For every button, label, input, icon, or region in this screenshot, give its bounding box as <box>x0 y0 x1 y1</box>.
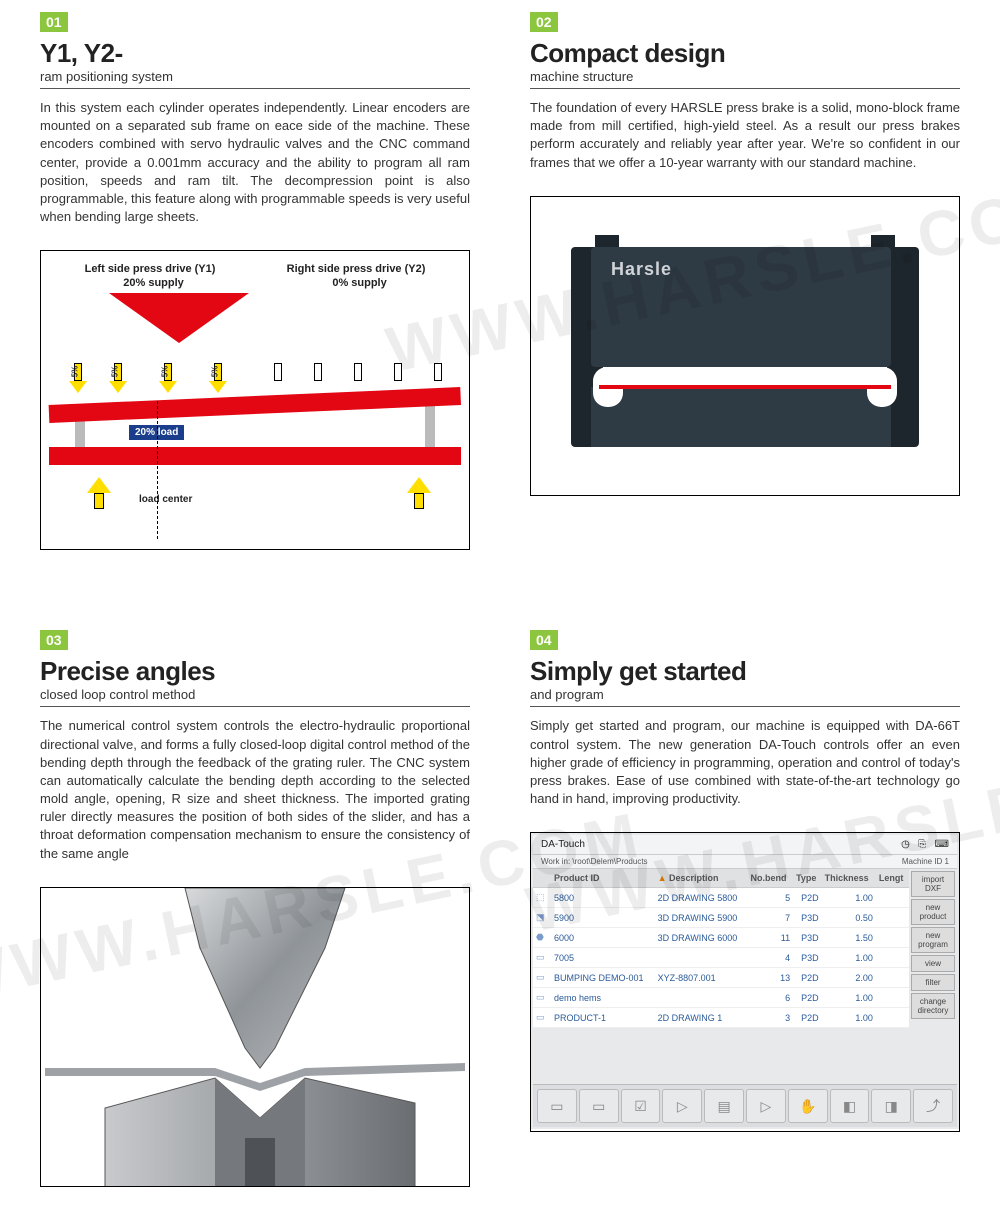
tool-icon[interactable]: ✋ <box>788 1089 828 1123</box>
pct-1: 5% <box>70 366 79 378</box>
page-grid: 01 Y1, Y2- ram positioning system In thi… <box>0 0 1000 1217</box>
subtitle-04: and program <box>530 687 960 707</box>
body-02: The foundation of every HARSLE press bra… <box>530 99 960 172</box>
body-03: The numerical control system controls th… <box>40 717 470 863</box>
side-button[interactable]: filter <box>911 974 955 991</box>
y1-label: Left side press drive (Y1) <box>85 263 216 275</box>
table-header[interactable]: No.bend <box>748 869 794 888</box>
tooling-image <box>40 887 470 1187</box>
y2-label: Right side press drive (Y2) <box>287 263 426 275</box>
up-arrow-icon <box>407 477 431 509</box>
clock-icon: ◷ ⎘ ⌨ <box>901 839 949 850</box>
side-button[interactable]: change directory <box>911 993 955 1019</box>
side-button[interactable]: import DXF <box>911 871 955 897</box>
bottom-toolbar: ▭ ▭ ☑ ▷ ▤ ▷ ✋ ◧ ◨ ⤴ <box>533 1084 957 1127</box>
panel-02: 02 Compact design machine structure The … <box>530 12 960 550</box>
title-02: Compact design <box>530 38 960 69</box>
da-touch-ui: DA-Touch ◷ ⎘ ⌨ Work in: \root\Delem\Prod… <box>530 832 960 1132</box>
white-arrow-icon <box>279 293 419 343</box>
pct-2: 5% <box>110 366 119 378</box>
tool-icon[interactable]: ▭ <box>579 1089 619 1123</box>
subtitle-02: machine structure <box>530 69 960 89</box>
body-01: In this system each cylinder operates in… <box>40 99 470 226</box>
load-center-label: load center <box>139 494 192 505</box>
side-button[interactable]: new program <box>911 927 955 953</box>
table-row[interactable]: ▭PRODUCT-12D DRAWING 13P2D1.00 <box>533 1008 909 1028</box>
subtitle-01: ram positioning system <box>40 69 470 89</box>
center-line <box>157 401 158 539</box>
y2-supply: 0% supply <box>332 277 386 289</box>
punch-die-icon <box>41 888 469 1187</box>
side-button[interactable]: new product <box>911 899 955 925</box>
tool-icon[interactable]: ◨ <box>871 1089 911 1123</box>
title-03: Precise angles <box>40 656 470 687</box>
panel-01: 01 Y1, Y2- ram positioning system In thi… <box>40 12 470 550</box>
y1-supply: 20% supply <box>123 277 184 289</box>
tool-icon[interactable]: ▤ <box>704 1089 744 1123</box>
title-01: Y1, Y2- <box>40 38 470 69</box>
table-header[interactable] <box>533 869 551 888</box>
tool-icon[interactable]: ▭ <box>537 1089 577 1123</box>
tool-icon[interactable]: ☑ <box>621 1089 661 1123</box>
badge-02: 02 <box>530 12 558 32</box>
badge-04: 04 <box>530 630 558 650</box>
panel-03: 03 Precise angles closed loop control me… <box>40 630 470 1187</box>
machine-image: Harsle <box>530 196 960 496</box>
badge-01: 01 <box>40 12 68 32</box>
ui-header: DA-Touch <box>541 839 585 850</box>
ui-path: Work in: \root\Delem\Products <box>541 857 648 866</box>
body-04: Simply get started and program, our mach… <box>530 717 960 808</box>
panel-04: 04 Simply get started and program Simply… <box>530 630 960 1187</box>
tool-icon[interactable]: ⤴ <box>913 1089 953 1123</box>
table-row[interactable]: ▭BUMPING DEMO-001XYZ-8807.00113P2D2.00 <box>533 968 909 988</box>
table-header[interactable]: ▲ Description <box>655 869 748 888</box>
table-row[interactable]: ▭70054P3D1.00 <box>533 948 909 968</box>
tool-icon[interactable]: ◧ <box>830 1089 870 1123</box>
subtitle-03: closed loop control method <box>40 687 470 707</box>
table-row[interactable]: ▭demo hems6P2D1.00 <box>533 988 909 1008</box>
red-arrow-icon <box>109 293 249 343</box>
table-row[interactable]: ⬔59003D DRAWING 59007P3D0.50 <box>533 908 909 928</box>
table-header[interactable]: Lengt <box>876 869 909 888</box>
up-arrow-icon <box>87 477 111 509</box>
table-row[interactable]: ⬣60003D DRAWING 600011P3D1.50 <box>533 928 909 948</box>
table-row[interactable]: ⬚58002D DRAWING 58005P2D1.00 <box>533 888 909 908</box>
title-04: Simply get started <box>530 656 960 687</box>
tool-icon[interactable]: ▷ <box>662 1089 702 1123</box>
pct-4: 5% <box>210 366 219 378</box>
ui-machine-id: Machine ID 1 <box>902 857 949 866</box>
diagram-01: Left side press drive (Y1) Right side pr… <box>40 250 470 550</box>
table-header[interactable]: Type <box>793 869 822 888</box>
table-header[interactable]: Thickness <box>822 869 876 888</box>
table-header[interactable]: Product ID <box>551 869 655 888</box>
pct-3: 5% <box>160 366 169 378</box>
machine-logo: Harsle <box>611 259 672 280</box>
side-button[interactable]: view <box>911 955 955 972</box>
product-table[interactable]: Product ID▲ DescriptionNo.bendTypeThickn… <box>533 869 909 1028</box>
badge-03: 03 <box>40 630 68 650</box>
side-buttons: import DXFnew productnew program view filt… <box>909 869 957 1028</box>
tool-icon[interactable]: ▷ <box>746 1089 786 1123</box>
